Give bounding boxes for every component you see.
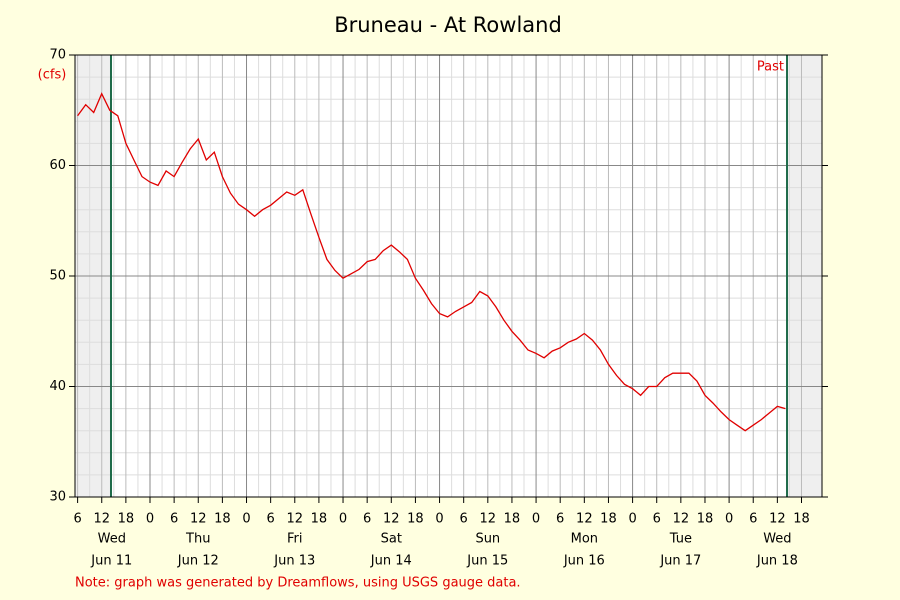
flow-line xyxy=(77,92,786,432)
x-tick-label: 12 xyxy=(673,512,690,527)
chart-title: Bruneau - At Rowland xyxy=(334,13,562,37)
x-tick-label: 12 xyxy=(769,512,786,527)
x-tick-label: 0 xyxy=(339,512,347,527)
x-tick-label: 18 xyxy=(311,512,328,527)
x-tick-label: 12 xyxy=(93,512,110,527)
weekday-label: Mon xyxy=(571,532,598,547)
x-tick-label: 6 xyxy=(653,512,661,527)
x-tick-label: 18 xyxy=(793,512,810,527)
date-label: Jun 14 xyxy=(370,554,412,569)
x-tick-label: 12 xyxy=(480,512,497,527)
plot-frame xyxy=(74,54,823,498)
x-tick-label: 18 xyxy=(118,512,135,527)
weekday-label: Thu xyxy=(185,532,210,547)
date-label: Jun 17 xyxy=(659,554,701,569)
date-label: Jun 12 xyxy=(177,554,219,569)
x-tick-label: 0 xyxy=(435,512,443,527)
x-tick-label: 18 xyxy=(504,512,521,527)
x-tick-label: 6 xyxy=(556,512,564,527)
x-tick-label: 12 xyxy=(576,512,593,527)
x-tick-label: 0 xyxy=(146,512,154,527)
date-label: Jun 16 xyxy=(563,554,605,569)
x-tick-label: 6 xyxy=(363,512,371,527)
x-tick-label: 18 xyxy=(697,512,714,527)
x-tick-label: 0 xyxy=(628,512,636,527)
weekday-label: Wed xyxy=(98,532,126,547)
marker-label: Past xyxy=(757,60,784,75)
y-tick-label: 50 xyxy=(49,269,66,284)
y-tick-label: 60 xyxy=(49,158,66,173)
x-tick-label: 6 xyxy=(170,512,178,527)
y-tick-label: 30 xyxy=(49,490,66,505)
weekday-label: Sat xyxy=(381,532,402,547)
weekday-label: Tue xyxy=(669,532,692,547)
y-tick-label: 70 xyxy=(49,48,66,63)
x-tick-label: 0 xyxy=(532,512,540,527)
x-tick-label: 18 xyxy=(407,512,424,527)
x-tick-label: 6 xyxy=(73,512,81,527)
x-tick-label: 6 xyxy=(460,512,468,527)
date-label: Jun 18 xyxy=(756,554,798,569)
x-tick-label: 18 xyxy=(600,512,617,527)
date-label: Jun 13 xyxy=(273,554,315,569)
x-tick-label: 12 xyxy=(287,512,304,527)
x-tick-label: 0 xyxy=(725,512,733,527)
date-label: Jun 15 xyxy=(466,554,508,569)
note: Note: graph was generated by Dreamflows,… xyxy=(75,576,521,591)
weekday-label: Wed xyxy=(763,532,791,547)
date-label: Jun 11 xyxy=(90,554,132,569)
x-tick-label: 12 xyxy=(190,512,207,527)
x-tick-label: 6 xyxy=(749,512,757,527)
x-tick-label: 0 xyxy=(242,512,250,527)
y-unit-label: (cfs) xyxy=(38,68,67,83)
weekday-label: Fri xyxy=(287,532,303,547)
x-tick-label: 12 xyxy=(383,512,400,527)
y-tick-label: 40 xyxy=(49,379,66,394)
weekday-label: Sun xyxy=(475,532,500,547)
x-tick-label: 6 xyxy=(267,512,275,527)
x-tick-label: 18 xyxy=(214,512,231,527)
